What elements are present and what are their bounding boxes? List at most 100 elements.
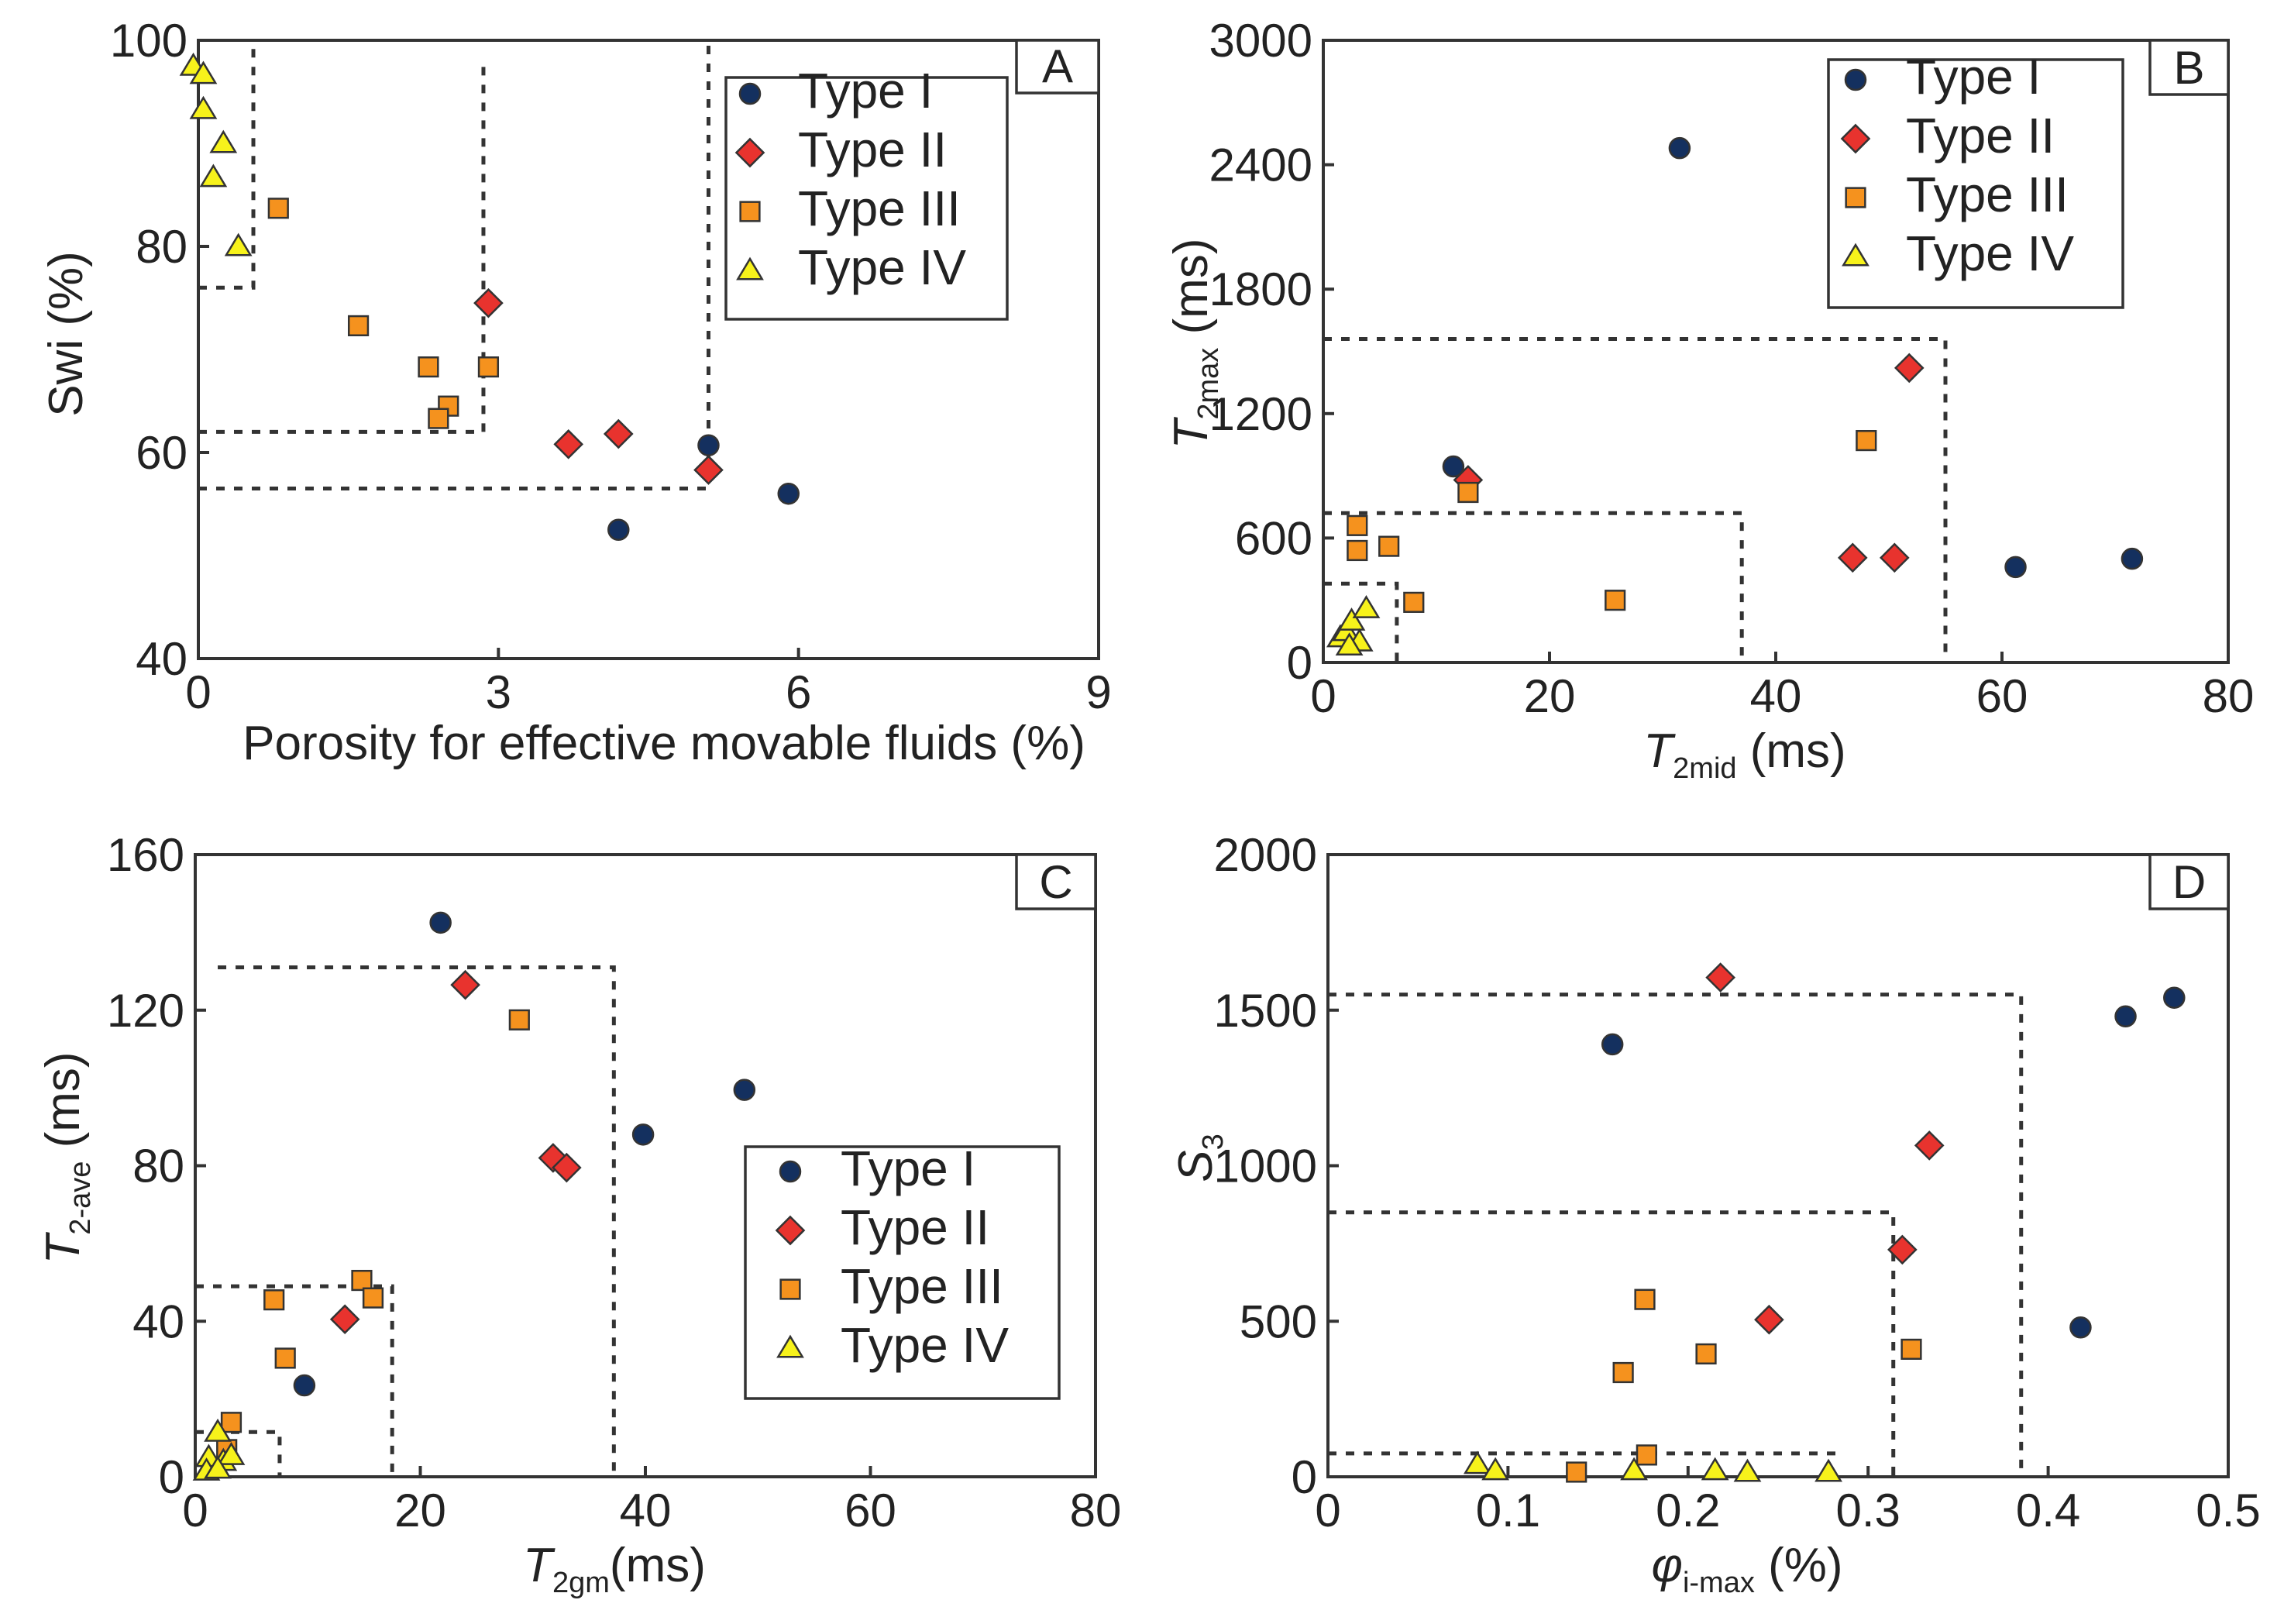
- x-axis-title-sub: 2gm: [552, 1567, 610, 1599]
- point-square: [351, 1269, 373, 1292]
- point-circle: [733, 1079, 756, 1101]
- boundary-line: [1328, 1210, 1896, 1477]
- y-tick-label: 1200: [1209, 388, 1312, 440]
- point-triangle: [1701, 1457, 1729, 1481]
- x-tick-label: 60: [1976, 670, 2028, 722]
- point-triangle: [1481, 1457, 1510, 1481]
- legend-entry-label: Type IV: [841, 1317, 1009, 1373]
- x-axis-title-main: φ: [1652, 1539, 1683, 1592]
- boundary-line: [195, 1284, 394, 1477]
- point-diamond: [603, 418, 634, 449]
- legend-diamond-marker: [1840, 123, 1871, 154]
- legend-entry-label: Type IV: [1906, 225, 2074, 281]
- legend-entry-label: Type II: [798, 122, 947, 177]
- point-circle: [777, 482, 800, 505]
- x-tick-label: 6: [786, 666, 811, 718]
- x-tick-label: 0: [1315, 1485, 1340, 1536]
- x-axis-title: T2mid (ms): [1643, 724, 1845, 785]
- point-diamond: [1879, 542, 1910, 573]
- boundary-line: [1328, 993, 2024, 1477]
- point-square: [508, 1009, 530, 1030]
- point-square: [274, 1347, 296, 1369]
- panel-label-box: [1015, 39, 1100, 95]
- legend-entry-label: Type III: [841, 1258, 1003, 1314]
- point-triangle: [1620, 1457, 1648, 1481]
- y-tick-label: 0: [159, 1451, 184, 1503]
- point-circle: [697, 434, 720, 456]
- y-axis-title-sub: 2-ave: [64, 1161, 97, 1235]
- legend-box: [724, 76, 1009, 321]
- legend-circle-marker: [738, 82, 762, 105]
- point-triangle: [209, 129, 238, 153]
- panel-label: A: [1042, 40, 1073, 92]
- y-axis-title: S3: [1169, 1134, 1230, 1182]
- legend-entry-label: Type III: [798, 181, 961, 236]
- point-circle: [2121, 547, 2144, 570]
- legend-diamond-marker: [734, 137, 765, 168]
- legend-circle-marker: [779, 1160, 802, 1183]
- x-tick-label: 0: [1310, 670, 1336, 722]
- y-axis-title-main: T: [36, 1232, 90, 1264]
- point-triangle: [204, 1455, 232, 1479]
- panel-label-box: [2148, 853, 2230, 910]
- x-tick-label: 20: [394, 1485, 446, 1536]
- point-diamond: [1914, 1130, 1945, 1161]
- legend-box: [1827, 58, 2124, 309]
- x-axis-title-main: T: [523, 1539, 556, 1592]
- x-axis-title-main: T: [1643, 724, 1676, 778]
- point-square: [1900, 1338, 1922, 1360]
- point-circle: [2004, 556, 2027, 579]
- boundary-line: [218, 965, 616, 1477]
- y-tick-label: 500: [1240, 1295, 1317, 1347]
- x-axis-title-sub: i-max: [1683, 1567, 1755, 1599]
- point-triangle: [189, 95, 218, 119]
- x-axis-title-unit: (ms): [1737, 724, 1846, 778]
- boundary-line: [1323, 336, 1948, 662]
- y-tick-label: 1500: [1214, 985, 1317, 1037]
- legend-circle-marker: [1844, 68, 1867, 91]
- legend-square-marker: [739, 201, 761, 222]
- y-axis-title-unit: (ms): [36, 1051, 90, 1161]
- y-tick-label: 40: [136, 633, 187, 685]
- point-square: [477, 356, 500, 378]
- point-diamond: [552, 1152, 582, 1183]
- y-tick-label: 600: [1235, 512, 1312, 564]
- x-tick-label: 0.1: [1476, 1485, 1540, 1536]
- point-diamond: [553, 429, 584, 459]
- y-tick-label: 60: [136, 427, 187, 479]
- y-axis-title: T2max (ms): [1164, 239, 1225, 449]
- legend-entry-label: Type II: [841, 1199, 989, 1255]
- point-square: [1566, 1461, 1587, 1483]
- x-tick-label: 60: [844, 1485, 896, 1536]
- point-square: [347, 315, 370, 337]
- x-tick-label: 0.5: [2196, 1485, 2260, 1536]
- point-square: [1378, 535, 1400, 557]
- point-square: [428, 408, 449, 429]
- point-diamond: [473, 287, 504, 318]
- plot-frame: [1326, 853, 2230, 1478]
- y-axis-title-sub: 3: [1197, 1134, 1230, 1150]
- x-axis-title-unit: (ms): [610, 1539, 706, 1592]
- panel-A: 0 3 6 9 40 60 80 100 Porosity for effective mova…: [40, 15, 1112, 770]
- point-triangle: [1814, 1458, 1842, 1482]
- x-tick-label: 80: [2203, 670, 2255, 722]
- legend-entry-label: Type II: [1906, 108, 2055, 163]
- point-square: [1856, 429, 1877, 452]
- point-circle: [429, 911, 452, 934]
- x-tick-label: 9: [1085, 666, 1111, 718]
- x-tick-label: 0: [185, 666, 211, 718]
- y-axis-title-sub: 2max: [1192, 348, 1225, 420]
- point-diamond: [1887, 1234, 1918, 1265]
- legend-entry-label: Type I: [1906, 49, 2041, 105]
- x-tick-label: 0.3: [1835, 1485, 1900, 1536]
- point-triangle: [199, 163, 228, 188]
- panel-D: 0 0.1 0.2 0.3 0.4 0.5 0 500 1000 1500 2000 φi-max (…: [1169, 829, 2261, 1599]
- point-square: [362, 1287, 384, 1309]
- x-tick-label: 0.4: [2016, 1485, 2080, 1536]
- point-diamond: [329, 1304, 360, 1335]
- x-axis-title: φi-max (%): [1652, 1539, 1843, 1599]
